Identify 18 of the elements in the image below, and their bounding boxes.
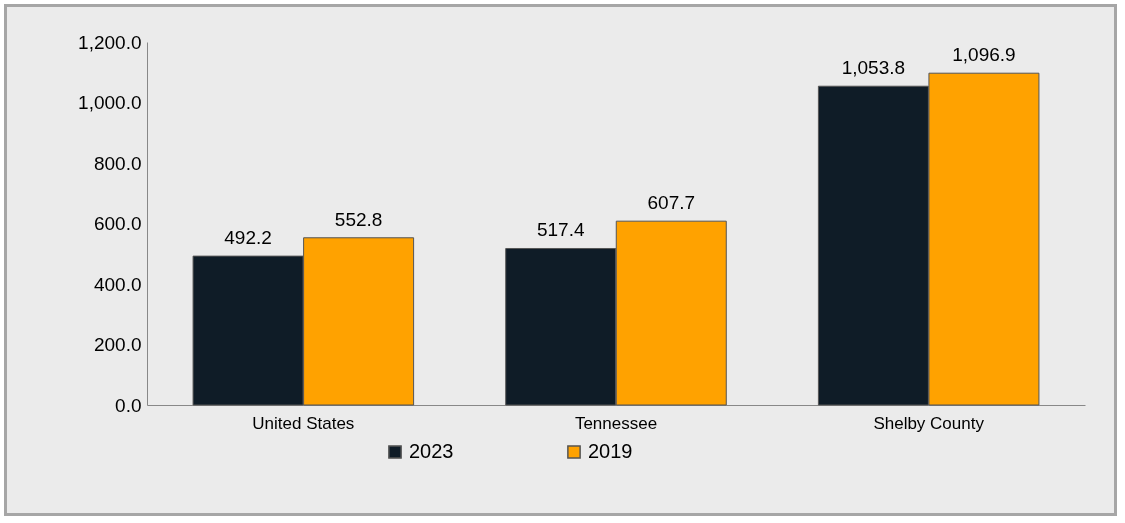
y-tick-label: 0.0: [115, 394, 142, 416]
data-label: 552.8: [334, 208, 383, 230]
legend-label: 2023: [409, 440, 454, 462]
data-label: 1,053.8: [841, 57, 906, 79]
data-label: 492.2: [224, 227, 272, 249]
y-tick-label: 400.0: [93, 273, 142, 295]
data-label: 1,096.9: [952, 44, 1016, 66]
y-tick-label: 800.0: [93, 152, 142, 174]
x-tick-label: United States: [252, 413, 355, 433]
x-tick-label: Tennessee: [574, 413, 658, 433]
legend-label: 2019: [588, 440, 633, 462]
x-tick-label: Shelby County: [873, 413, 985, 433]
y-tick-label: 200.0: [93, 334, 142, 355]
data-label: 607.7: [647, 192, 696, 214]
y-tick-label: 600.0: [93, 213, 142, 234]
y-tick-label: 1,000.0: [78, 92, 142, 113]
y-tick-label: 1,200.0: [78, 31, 142, 53]
data-label: 517.4: [536, 219, 585, 241]
